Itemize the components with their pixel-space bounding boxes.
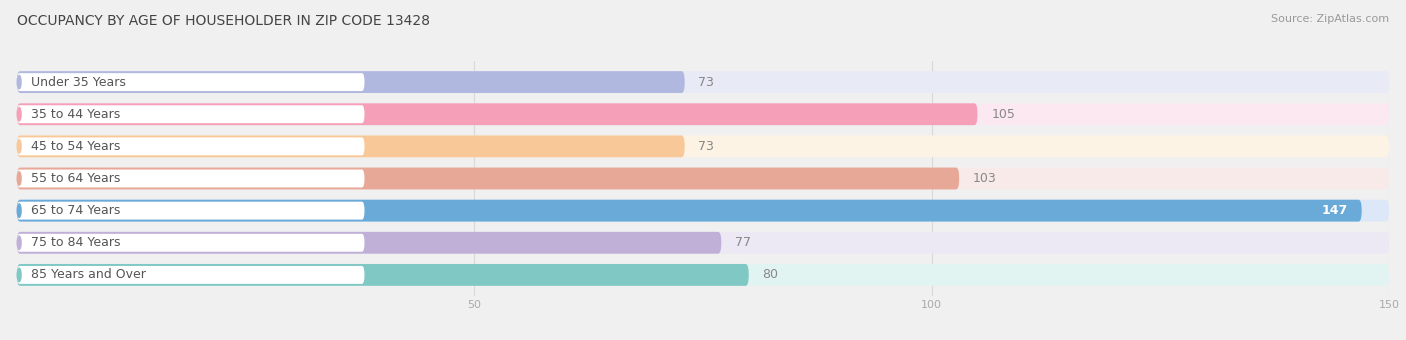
FancyBboxPatch shape: [17, 232, 721, 254]
Text: 45 to 54 Years: 45 to 54 Years: [31, 140, 120, 153]
FancyBboxPatch shape: [17, 200, 1389, 222]
FancyBboxPatch shape: [17, 234, 364, 252]
Text: 73: 73: [699, 75, 714, 89]
FancyBboxPatch shape: [17, 135, 1389, 157]
FancyBboxPatch shape: [17, 266, 364, 284]
Circle shape: [17, 75, 21, 89]
FancyBboxPatch shape: [17, 71, 1389, 93]
FancyBboxPatch shape: [17, 168, 959, 189]
FancyBboxPatch shape: [17, 200, 1361, 222]
Text: 55 to 64 Years: 55 to 64 Years: [31, 172, 120, 185]
FancyBboxPatch shape: [17, 232, 1389, 254]
Circle shape: [17, 140, 21, 153]
Text: 75 to 84 Years: 75 to 84 Years: [31, 236, 120, 249]
Circle shape: [17, 172, 21, 185]
Text: 77: 77: [735, 236, 751, 249]
Circle shape: [17, 236, 21, 250]
FancyBboxPatch shape: [17, 135, 685, 157]
FancyBboxPatch shape: [17, 71, 685, 93]
Text: 73: 73: [699, 140, 714, 153]
Text: 103: 103: [973, 172, 997, 185]
FancyBboxPatch shape: [17, 264, 1389, 286]
Text: 80: 80: [762, 268, 779, 282]
FancyBboxPatch shape: [17, 73, 364, 91]
Text: 65 to 74 Years: 65 to 74 Years: [31, 204, 120, 217]
Text: 85 Years and Over: 85 Years and Over: [31, 268, 145, 282]
Text: Source: ZipAtlas.com: Source: ZipAtlas.com: [1271, 14, 1389, 23]
Circle shape: [17, 268, 21, 282]
FancyBboxPatch shape: [17, 168, 1389, 189]
FancyBboxPatch shape: [17, 202, 364, 220]
Circle shape: [17, 107, 21, 121]
FancyBboxPatch shape: [17, 264, 749, 286]
Circle shape: [17, 204, 21, 217]
FancyBboxPatch shape: [17, 137, 364, 155]
FancyBboxPatch shape: [17, 105, 364, 123]
Text: OCCUPANCY BY AGE OF HOUSEHOLDER IN ZIP CODE 13428: OCCUPANCY BY AGE OF HOUSEHOLDER IN ZIP C…: [17, 14, 430, 28]
FancyBboxPatch shape: [17, 103, 977, 125]
Text: 105: 105: [991, 108, 1015, 121]
Text: Under 35 Years: Under 35 Years: [31, 75, 125, 89]
FancyBboxPatch shape: [17, 103, 1389, 125]
Text: 147: 147: [1322, 204, 1348, 217]
FancyBboxPatch shape: [17, 170, 364, 187]
Text: 35 to 44 Years: 35 to 44 Years: [31, 108, 120, 121]
